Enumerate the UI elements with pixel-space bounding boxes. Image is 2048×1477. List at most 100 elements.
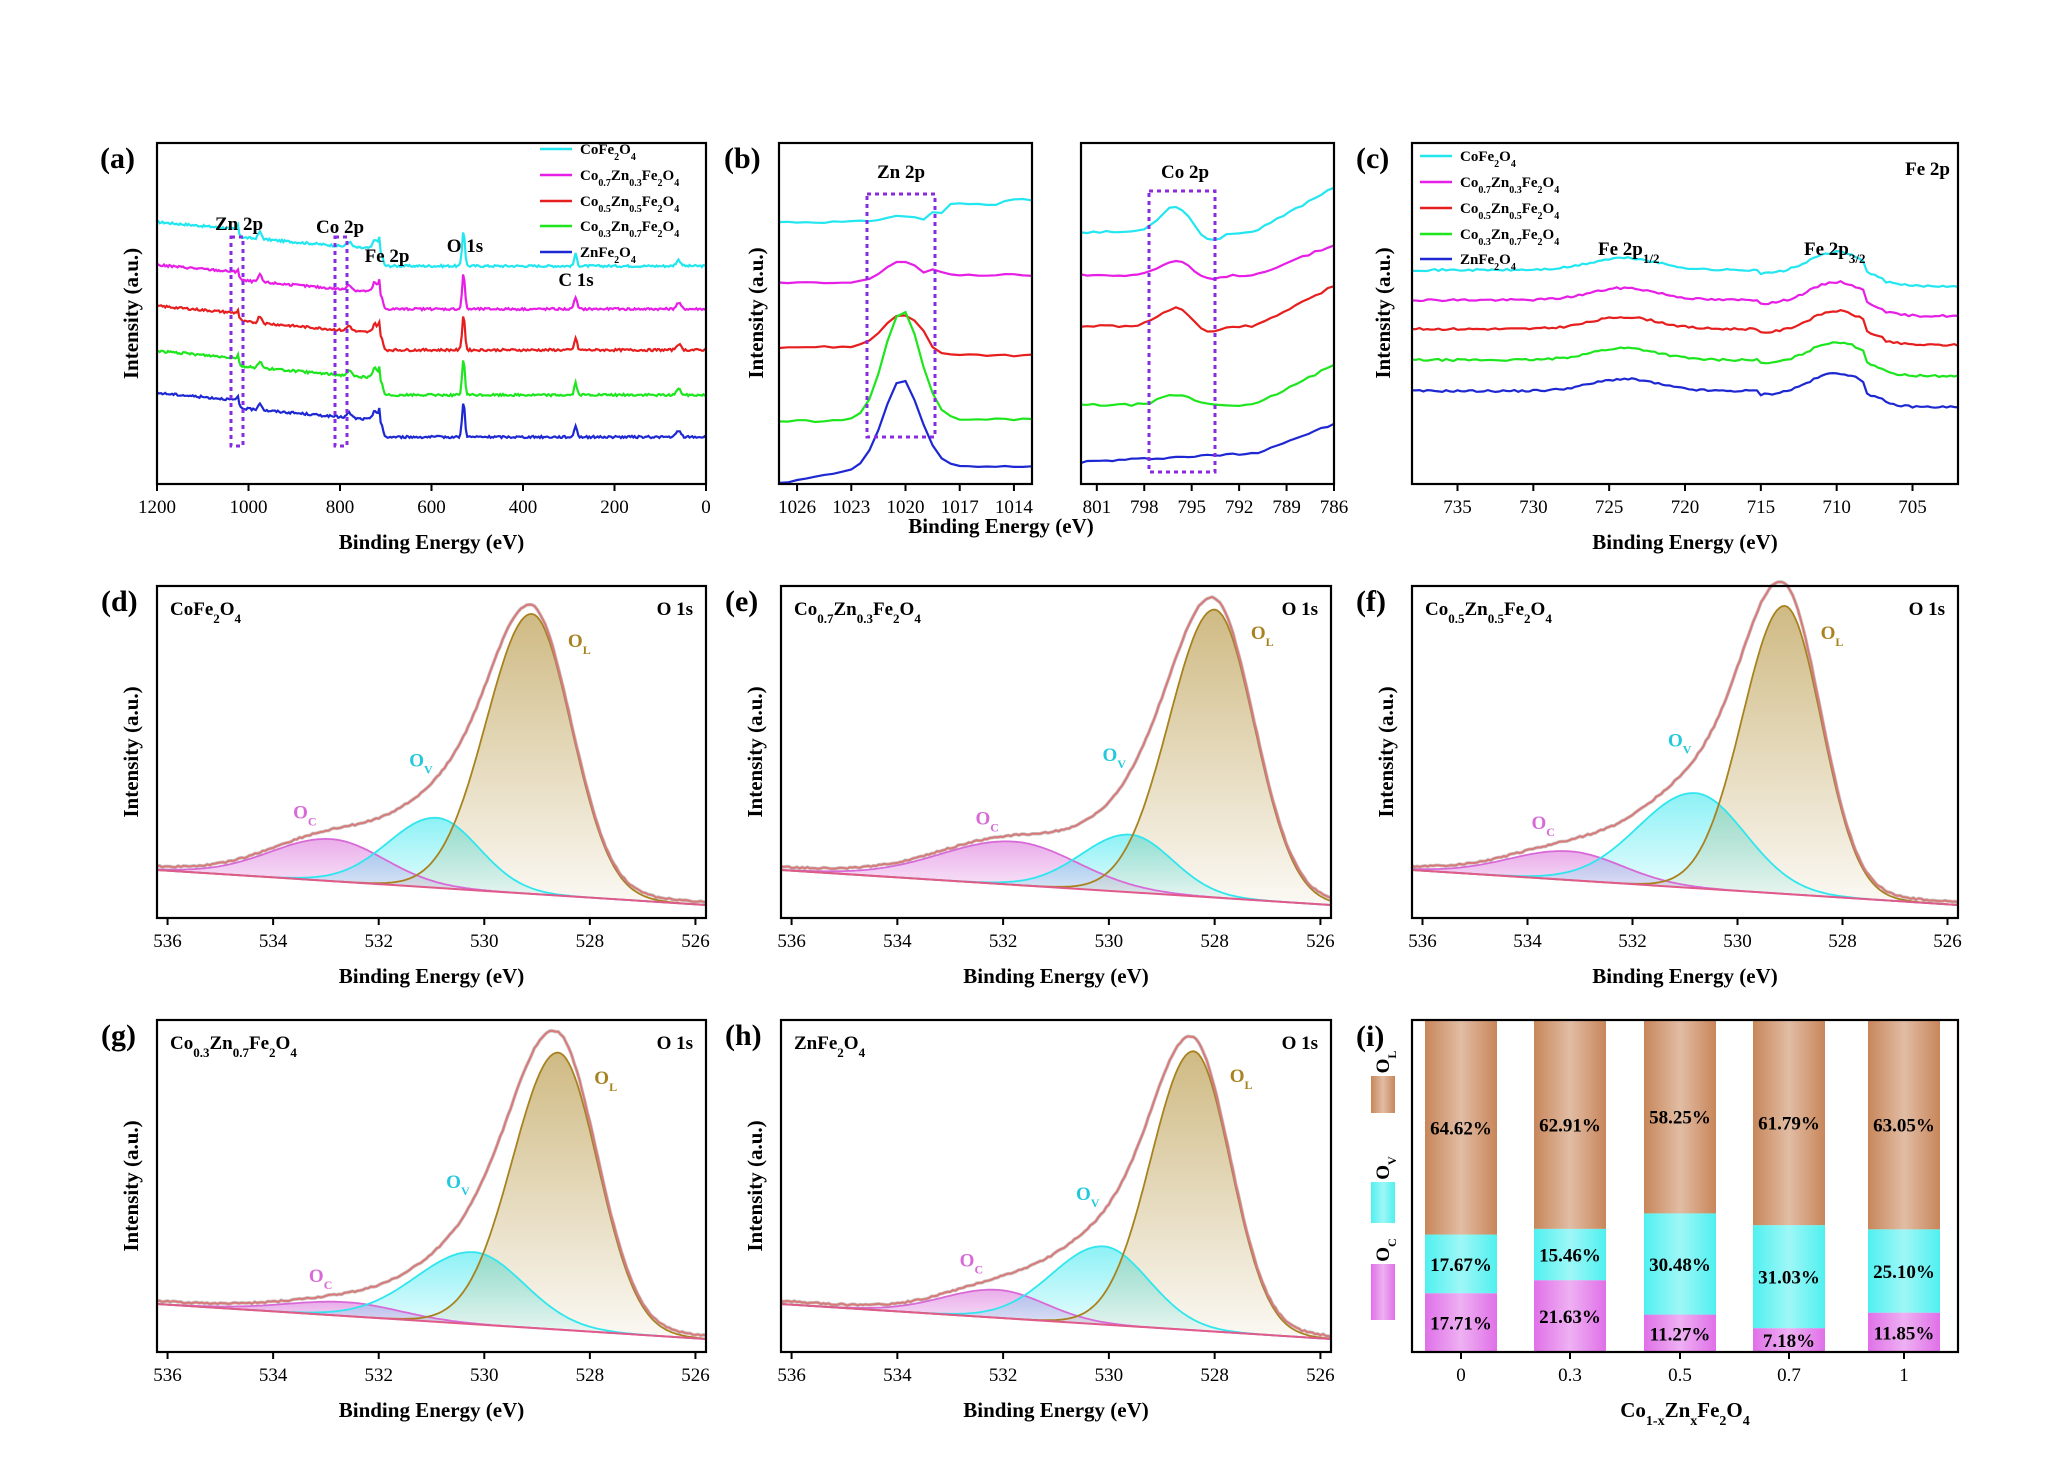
x-tick-label: 735 [1443, 497, 1472, 518]
panel-b-ylabel: Intensity (a.u.) [744, 247, 768, 378]
panel-i-label: (i) [1356, 1020, 1384, 1053]
panel-d-ylabel: Intensity (a.u.) [119, 686, 143, 817]
baseline [156, 1303, 707, 1340]
panel-f-label: (f) [1356, 585, 1386, 618]
bar-value-label: 11.85% [1874, 1323, 1935, 1344]
panel-e-sample: Co0.7Zn0.3Fe2O4 [794, 599, 921, 626]
component-label-OC: OC [1532, 813, 1555, 839]
legend-label-OL: OL [1373, 1051, 1399, 1074]
panel-h-ylabel: Intensity (a.u.) [743, 1120, 767, 1251]
bar-value-label: 17.71% [1430, 1314, 1492, 1335]
x-tick-label: 528 [1200, 1365, 1229, 1386]
bar-segment-OC [1868, 1312, 1940, 1352]
component-fill-OC [157, 838, 706, 905]
panel-f-ylabel: Intensity (a.u.) [1374, 686, 1398, 817]
envelope-line [780, 595, 1332, 899]
panel-d-frame [155, 584, 708, 920]
x-tick-label: 534 [883, 931, 912, 952]
x-tick-label: 526 [1306, 1365, 1335, 1386]
x-tick-label: 786 [1320, 497, 1349, 518]
bar-value-label: 61.79% [1758, 1114, 1820, 1135]
x-tick-label: 795 [1177, 497, 1206, 518]
component-fill-OV [157, 1252, 706, 1339]
bar-value-label: 64.62% [1430, 1118, 1492, 1139]
x-tick-label: 798 [1130, 497, 1159, 518]
panel-c-xlabel: Binding Energy (eV) [1592, 530, 1778, 554]
component-fill-OL [157, 1052, 706, 1339]
bar-segment-OL [1868, 1020, 1940, 1230]
legend-label: Co0.5Zn0.5Fe2O4 [580, 194, 679, 215]
panel-g-xlabel: Binding Energy (eV) [339, 1398, 525, 1422]
component-label-OL: OL [1251, 623, 1274, 649]
panel-e-frame [779, 584, 1333, 920]
panel-f-frame [1410, 584, 1960, 920]
baseline [156, 869, 707, 906]
x-tick-label: 526 [681, 1365, 710, 1386]
component-label-OL: OL [568, 631, 591, 657]
bar-segment-OL [1753, 1020, 1825, 1226]
x-tick-label: 532 [364, 931, 393, 952]
component-fill-OV [781, 1246, 1331, 1339]
series-line-CoFe2O4 [156, 220, 707, 269]
x-tick-label: 1020 [887, 497, 925, 518]
component-label-OV: OV [1102, 745, 1126, 771]
baseline [780, 869, 1332, 906]
bar-segment-OC [1644, 1314, 1716, 1352]
x-tick-label: 1 [1899, 1365, 1909, 1386]
legend-label: Co0.3Zn0.7Fe2O4 [1460, 227, 1559, 248]
bar-value-label: 15.46% [1539, 1246, 1601, 1267]
x-tick-label: 528 [1200, 931, 1229, 952]
x-tick-label: 0.3 [1558, 1365, 1582, 1386]
panel-e-xlabel: Binding Energy (eV) [963, 964, 1149, 988]
panel-a-ylabel: Intensity (a.u.) [119, 248, 143, 379]
bar-segment-OV [1534, 1228, 1606, 1281]
panel-b-xlabel: Binding Energy (eV) [908, 514, 1094, 538]
co-line-Co0.5Zn0.5Fe2O4 [1080, 285, 1335, 333]
component-fill-OL [781, 609, 1331, 905]
x-tick-label: 532 [1618, 931, 1647, 952]
panel-f-sample: Co0.5Zn0.5Fe2O4 [1425, 599, 1552, 626]
x-tick-label: 534 [259, 1365, 288, 1386]
component-label-OV: OV [1668, 731, 1692, 757]
panel-e-ylabel: Intensity (a.u.) [743, 686, 767, 817]
panel-f-xlabel: Binding Energy (eV) [1592, 964, 1778, 988]
x-tick-label: 725 [1595, 497, 1624, 518]
bar-value-label: 21.63% [1539, 1307, 1601, 1328]
x-tick-label: 532 [364, 1365, 393, 1386]
x-tick-label: 530 [1095, 931, 1124, 952]
x-tick-label: 200 [600, 497, 629, 518]
panel-f-title: O 1s [1909, 599, 1945, 620]
zn-line-CoFe2O4 [778, 197, 1033, 225]
x-tick-label: 534 [259, 931, 288, 952]
bar-segment-OL [1425, 1020, 1497, 1235]
panel-d-sample: CoFe2O4 [170, 599, 242, 626]
bar-value-label: 25.10% [1873, 1262, 1935, 1283]
panel-c-frame [1410, 141, 1960, 486]
x-tick-label: 600 [417, 497, 446, 518]
panel-h-label: (h) [725, 1019, 762, 1052]
bar-value-label: 7.18% [1763, 1331, 1815, 1352]
component-label-OL: OL [594, 1068, 617, 1094]
bar-segment-OL [1644, 1020, 1716, 1214]
x-tick-label: 528 [576, 931, 605, 952]
highlight-box [1147, 189, 1217, 474]
legend-label: CoFe2O4 [580, 142, 636, 163]
panel-d-label: (d) [101, 585, 138, 618]
zn-line-Co0.7Zn0.3Fe2O4 [778, 260, 1033, 285]
bar-segment-OV [1753, 1225, 1825, 1329]
panel-h-sample: ZnFe2O4 [794, 1033, 866, 1060]
co-line-Co0.7Zn0.3Fe2O4 [1080, 244, 1335, 281]
panel-h-xlabel: Binding Energy (eV) [963, 1398, 1149, 1422]
panel-g-title: O 1s [657, 1033, 693, 1054]
panel-b-zn-title: Zn 2p [877, 162, 925, 183]
x-tick-label: 530 [1723, 931, 1752, 952]
peak-label: Fe 2p3/2 [1804, 239, 1865, 266]
zn-line-ZnFe2O4 [778, 379, 1033, 484]
component-fill-OC [1412, 851, 1958, 905]
bar-value-label: 30.48% [1649, 1255, 1711, 1276]
baseline [1411, 869, 1959, 906]
x-tick-label: 720 [1671, 497, 1700, 518]
legend-swatch-OC [1371, 1264, 1395, 1320]
x-tick-label: 530 [1095, 1365, 1124, 1386]
envelope-line [156, 1029, 707, 1337]
